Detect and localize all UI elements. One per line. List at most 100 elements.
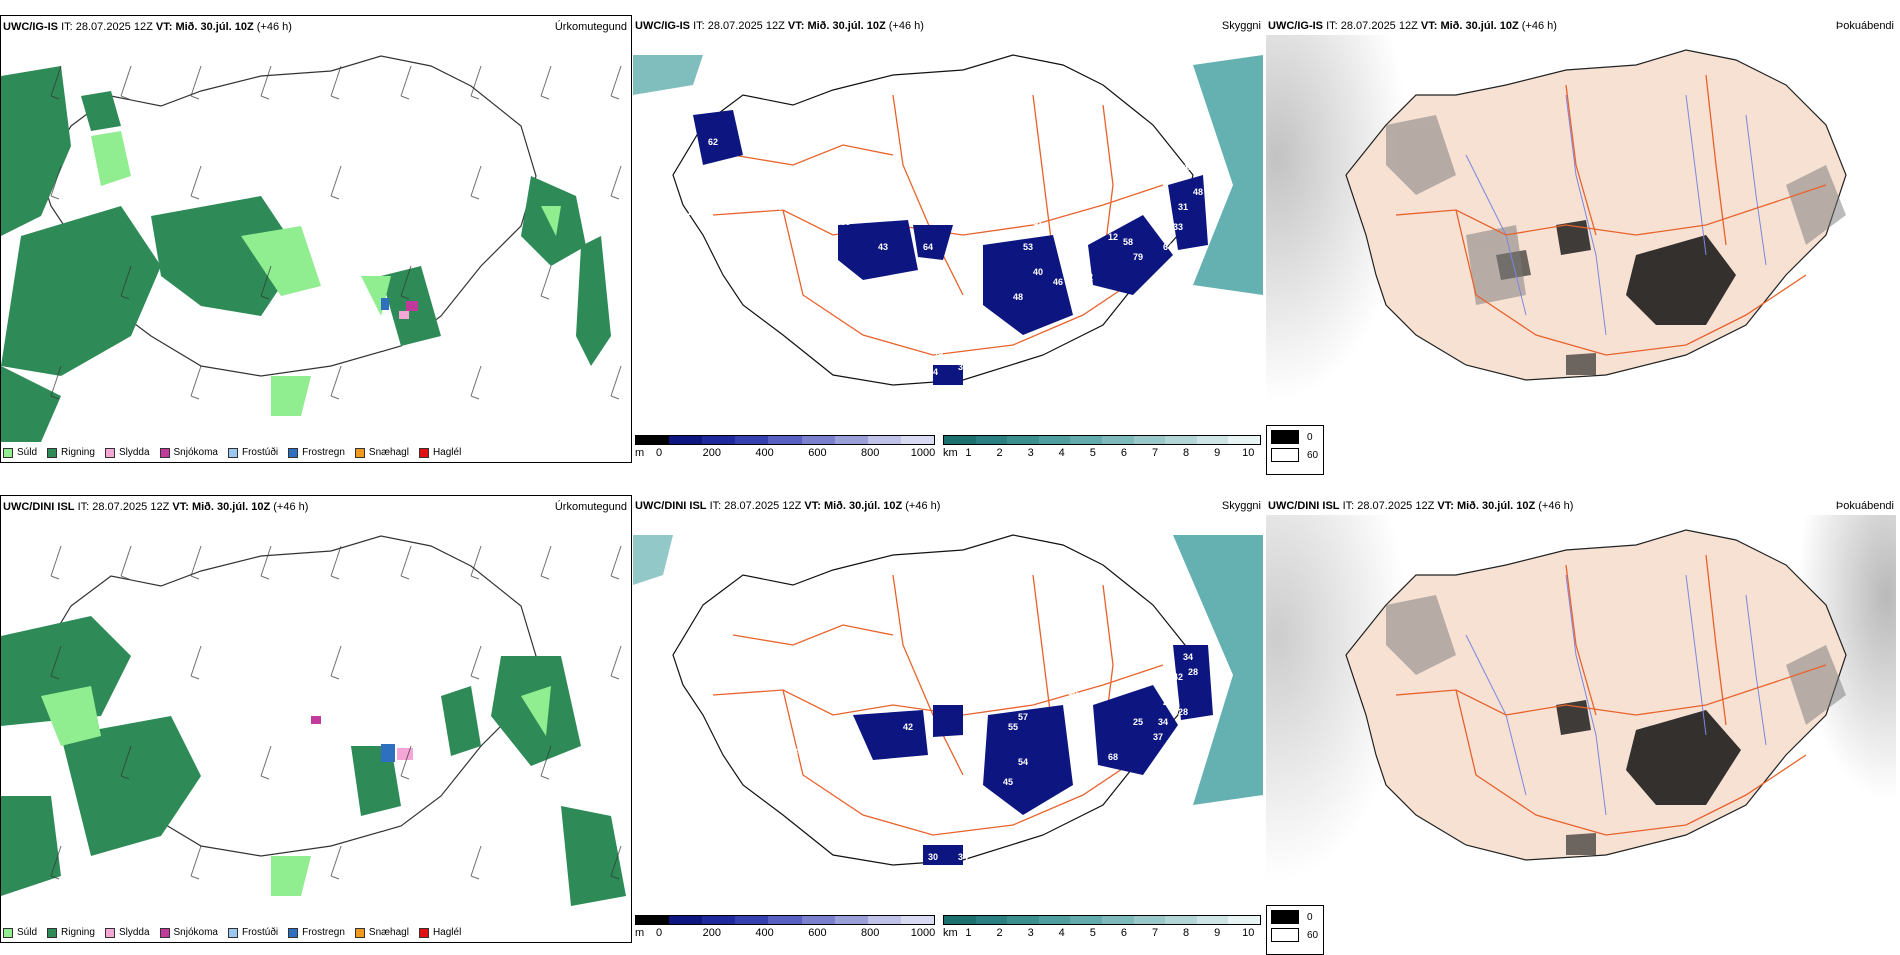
sea-visibility-east [1193, 55, 1263, 295]
ceiling-value-label: 369 [835, 217, 850, 227]
legend-label: Snjókoma [173, 447, 218, 458]
fog-legend-label: 0 [1307, 431, 1313, 443]
ceiling-value-label: 34 [958, 852, 968, 862]
legend-swatch [288, 447, 299, 458]
colorbar-tick: 4 [1058, 927, 1065, 939]
road-network [712, 94, 1164, 356]
panel-title-cloud: Skyggni [1221, 20, 1261, 32]
legend-label: Snjókoma [173, 927, 218, 938]
colorbar-segment [1070, 436, 1102, 444]
precip-panel-igis: UWC/IG-IS IT: 28.07.2025 12Z VT: Mið. 30… [0, 15, 632, 463]
colorbar-tick: 2 [996, 447, 1003, 459]
ceiling-value-label: 12 [1108, 232, 1118, 242]
colorbar-segment [867, 916, 901, 924]
fog-gray-areas [1386, 115, 1846, 305]
fog-legend: 0 60 [1266, 425, 1324, 475]
ceiling-value-label: 57 [1018, 712, 1028, 722]
ceiling-value-label: 42 [1183, 162, 1193, 172]
colorbar-tick: 7 [1151, 447, 1159, 459]
colorbar-segment [1101, 436, 1134, 444]
legend-label: Frostúði [241, 447, 279, 458]
legend-swatch [47, 447, 58, 458]
ceiling-value-label: 45 [1003, 777, 1013, 787]
colorbar-tick: 600 [808, 447, 827, 459]
colorbar-tick: 0 [655, 927, 663, 939]
ceiling-value-label: 79 [1133, 252, 1143, 262]
visibility-colorbar: km 1 2 3 4 5 6 7 8 9 10 [943, 915, 1261, 941]
colorbar-tick: 5 [1089, 927, 1096, 939]
cloud-visibility-map: 2742483133647958125235464053485785336443… [633, 54, 1263, 386]
colorbar-segment [768, 916, 802, 924]
colorbar-segment [801, 436, 835, 444]
legend-label: Rigning [61, 927, 95, 938]
colorbar-tick: 6 [1120, 927, 1127, 939]
legend-item: Slydda [104, 447, 150, 458]
ceiling-value-label: 33 [1173, 222, 1183, 232]
colorbar-segment [944, 436, 976, 444]
ceiling-value-label: 18 [793, 122, 803, 132]
ceiling-value-label: 31 [1178, 202, 1188, 212]
ceiling-value-label: 73 [788, 747, 798, 757]
legend-item: Frostregn [288, 927, 345, 938]
colorbar-unit: km [943, 447, 958, 459]
ceiling-value-label: 101 [705, 637, 720, 647]
ceiling-value-label: 57 [1033, 217, 1043, 227]
legend-swatch [418, 447, 429, 458]
colorbar-segment [669, 916, 703, 924]
cloud-labels: 3034284228293437256838545557453038421111… [698, 627, 1198, 862]
ceiling-value-label: 38 [958, 362, 968, 372]
ceiling-value-label: 42 [1173, 672, 1183, 682]
fog-legend-row: 60 [1271, 928, 1319, 942]
ceiling-value-label: 63 [773, 762, 783, 772]
fog-legend-label: 60 [1307, 449, 1319, 461]
fog-legend-swatch [1271, 910, 1299, 924]
ceiling-value-label: 30 [1178, 627, 1188, 637]
legend-label: Rigning [61, 447, 95, 458]
legend-item: Haglél [418, 447, 461, 458]
legend-item: Snæhagl [354, 927, 409, 938]
colorbar-tick: 5 [1089, 447, 1096, 459]
legend-item: Snjókoma [159, 447, 218, 458]
colorbar-segment [975, 916, 1008, 924]
ceiling-value-label: 38 [1083, 752, 1093, 762]
ceiling-value-label: 68 [1108, 752, 1118, 762]
ceiling-value-label: 28 [1178, 707, 1188, 717]
panel-header: UWC/IG-IS IT: 28.07.2025 12Z VT: Mið. 30… [1268, 20, 1557, 32]
colorbar-segment [1196, 436, 1229, 444]
legend-label: Slydda [118, 927, 150, 938]
sleet-area [399, 311, 409, 319]
colorbar-tick: 10 [1242, 447, 1255, 459]
legend-label: Slydda [118, 447, 150, 458]
cloud-labels: 2742483133647958125235464053485785336443… [688, 107, 1203, 377]
legend-swatch [227, 927, 238, 938]
snow-area [406, 301, 418, 311]
colorbar-tick: 9 [1214, 447, 1221, 459]
colorbar-tick: 6 [1120, 447, 1127, 459]
ceiling-value-label: 46 [838, 297, 848, 307]
cloud-panel-igis: UWC/IG-IS IT: 28.07.2025 12Z VT: Mið. 30… [633, 15, 1265, 461]
fog-legend-row: 0 [1271, 430, 1319, 444]
ceiling-value-label: 53 [1023, 242, 1033, 252]
sea-visibility-west [633, 55, 703, 95]
ceiling-value-label: 89 [698, 697, 708, 707]
legend-swatch [104, 447, 115, 458]
iceland-land [1345, 49, 1847, 381]
legend-label: Snæhagl [368, 927, 409, 938]
ceiling-value-label: 33 [958, 217, 968, 227]
legend-swatch [3, 927, 13, 938]
fog-legend: 0 60 [1266, 905, 1324, 955]
ceiling-value-label: 48 [1193, 187, 1203, 197]
colorbar-segment [1228, 916, 1260, 924]
colorbar-tick: 4 [1058, 447, 1065, 459]
fog-legend-label: 60 [1307, 929, 1319, 941]
low-ceiling-areas [693, 110, 1208, 385]
colorbar-segment [1101, 916, 1134, 924]
colorbar-tick: 400 [755, 927, 774, 939]
ceiling-value-label: 45 [773, 107, 783, 117]
colorbar-segment [669, 436, 703, 444]
ceiling-value-label: 34 [1183, 652, 1193, 662]
colorbar-tick: 1 [965, 447, 972, 459]
ceiling-value-label: 34 [928, 367, 938, 377]
ceiling-value-label: 28 [688, 207, 698, 217]
ceiling-colorbar: m 0 200 400 600 800 1000 [635, 435, 935, 461]
